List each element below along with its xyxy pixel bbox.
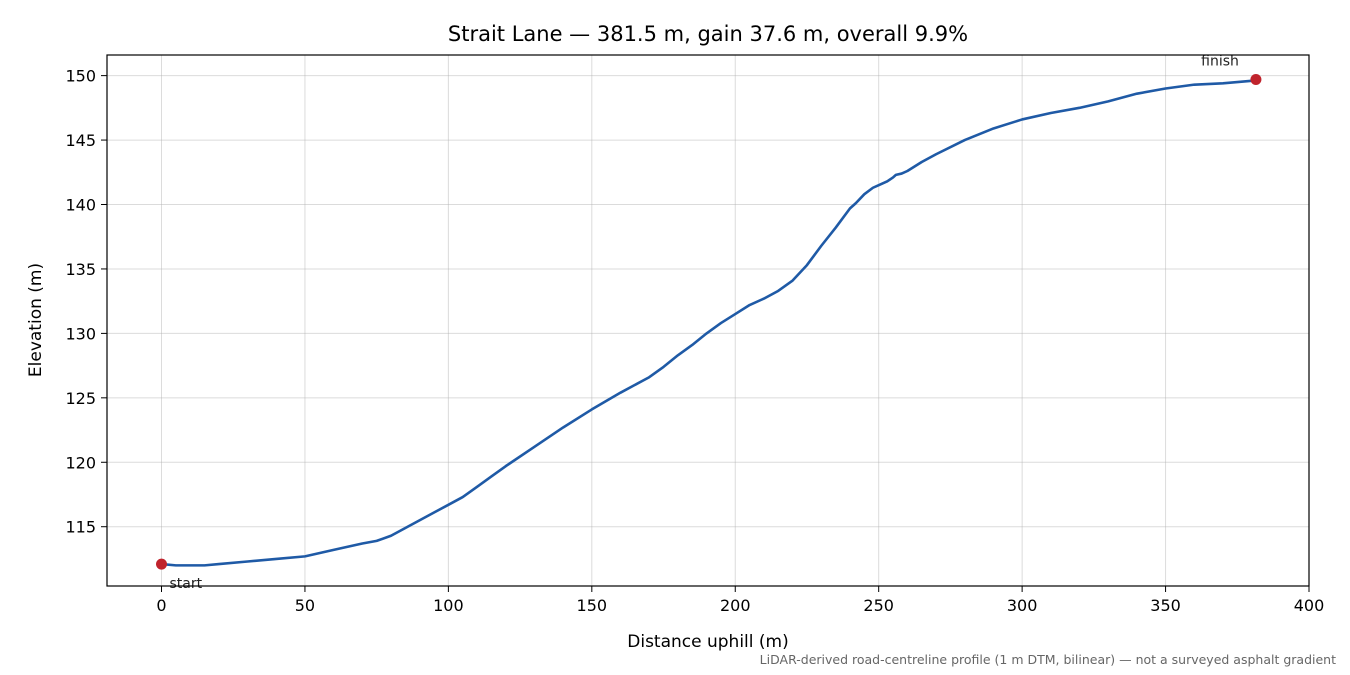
- series-layer: [160, 78, 1258, 567]
- x-axis-label: Distance uphill (m): [627, 632, 788, 652]
- y-tick-label: 120: [65, 453, 96, 472]
- y-tick-label: 135: [65, 260, 96, 279]
- x-tick-label: 300: [1007, 596, 1038, 615]
- finish-marker: [1250, 73, 1262, 85]
- x-tick-label: 250: [863, 596, 894, 615]
- y-axis-ticks: 115 120 125 130 135 140 145 150: [65, 67, 107, 537]
- y-axis-label: Elevation (m): [26, 263, 46, 377]
- x-tick-label: 350: [1150, 596, 1181, 615]
- footnote: LiDAR-derived road-centreline profile (1…: [760, 652, 1336, 667]
- x-tick-label: 150: [577, 596, 608, 615]
- y-tick-label: 115: [65, 518, 96, 537]
- start-label: start: [170, 576, 203, 592]
- finish-label: finish: [1201, 53, 1239, 69]
- x-tick-label: 50: [295, 596, 315, 615]
- plot-frame: [106, 54, 1310, 587]
- marker-layer: start finish: [156, 53, 1262, 592]
- x-tick-label: 0: [156, 596, 166, 615]
- y-tick-label: 145: [65, 131, 96, 150]
- chart-title: Strait Lane — 381.5 m, gain 37.6 m, over…: [448, 22, 968, 46]
- start-marker: [156, 558, 168, 570]
- y-tick-label: 150: [65, 67, 96, 86]
- x-tick-label: 400: [1294, 596, 1325, 615]
- grid: [107, 55, 1310, 586]
- elevation-line: [160, 78, 1258, 567]
- x-tick-label: 200: [720, 596, 751, 615]
- y-tick-label: 130: [65, 324, 96, 343]
- y-tick-label: 125: [65, 389, 96, 408]
- x-axis-ticks: 0 50 100 150 200 250 300 350 400: [156, 586, 1324, 615]
- y-tick-label: 140: [65, 196, 96, 215]
- x-tick-label: 100: [433, 596, 464, 615]
